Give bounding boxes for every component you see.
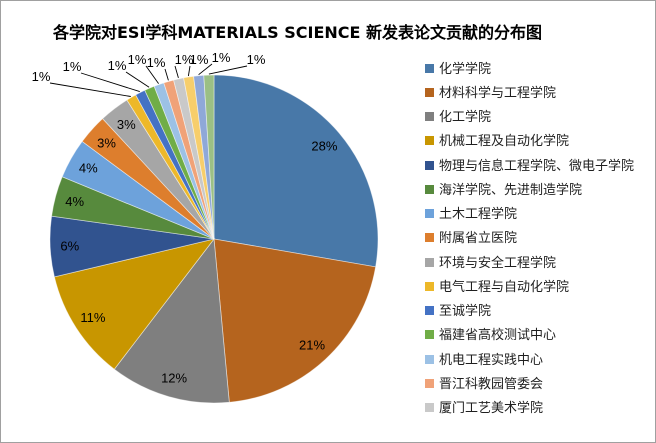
- callout-line: [198, 63, 213, 76]
- slice-percent-callout: 1%: [63, 59, 82, 74]
- legend-swatch: [425, 87, 434, 97]
- legend-swatch: [425, 136, 434, 146]
- legend-swatch: [425, 378, 434, 388]
- slice-percent-callout: 1%: [175, 52, 194, 67]
- legend-swatch: [425, 233, 434, 243]
- legend-item[interactable]: 环境与安全工程学院: [425, 250, 634, 274]
- slice-percent-callout: 1%: [247, 52, 266, 67]
- legend-item[interactable]: 至诚学院: [425, 299, 634, 323]
- slice-percent-label: 28%: [311, 139, 337, 154]
- callout-line: [174, 65, 179, 79]
- callout-line: [49, 82, 131, 97]
- callout-line: [187, 65, 191, 77]
- legend-label: 海洋学院、先进制造学院: [439, 181, 583, 197]
- pie-slice[interactable]: [113, 237, 230, 404]
- legend-label: 环境与安全工程学院: [439, 254, 557, 270]
- slice-percent-callout: 1%: [32, 69, 51, 84]
- callout-line: [208, 65, 248, 75]
- slice-percent-label: 21%: [299, 337, 325, 352]
- legend: 化学学院材料科学与工程学院 化工学院机械工程及自动化学院物理与信息工程学院、微电子…: [425, 56, 634, 420]
- pie-slice[interactable]: [213, 74, 379, 268]
- legend-label: 化工学院: [439, 109, 492, 125]
- legend-label: 电气工程与自动化学院: [439, 278, 570, 294]
- legend-swatch: [425, 160, 434, 170]
- slice-percent-callout: 1%: [190, 52, 209, 67]
- legend-item[interactable]: 土木工程学院: [425, 202, 634, 226]
- legend-label: 附属省立医院: [439, 230, 518, 246]
- legend-label: 至诚学院: [439, 303, 492, 319]
- legend-item[interactable]: 材料科学与工程学院: [425, 80, 634, 104]
- legend-swatch: [425, 209, 434, 219]
- legend-item[interactable]: 化工学院: [425, 105, 634, 129]
- callout-line: [80, 72, 140, 93]
- slice-percent-label: 3%: [97, 135, 116, 150]
- legend-item[interactable]: 机电工程实践中心: [425, 347, 634, 371]
- legend-label: 厦门工艺美术学院: [439, 400, 544, 416]
- legend-label: 材料科学与工程学院: [439, 84, 557, 100]
- legend-swatch: [425, 306, 434, 316]
- legend-swatch: [425, 112, 434, 122]
- legend-swatch: [425, 281, 434, 291]
- legend-item[interactable]: 物理与信息工程学院、微电子学院: [425, 153, 634, 177]
- legend-item[interactable]: 化学学院: [425, 56, 634, 80]
- legend-swatch: [425, 257, 434, 267]
- legend-label: 机电工程实践中心: [439, 351, 544, 367]
- slice-percent-label: 12%: [161, 370, 187, 385]
- legend-swatch: [425, 354, 434, 364]
- slice-percent-label: 3%: [117, 117, 136, 132]
- chart-title: 各学院对ESI学科MATERIALS SCIENCE 新发表论文贡献的分布图: [53, 23, 543, 42]
- slice-percent-label: 6%: [60, 238, 79, 253]
- slice-percent-label: 4%: [65, 194, 84, 209]
- legend-item[interactable]: 厦门工艺美术学院: [425, 396, 634, 420]
- callout-line: [164, 68, 169, 81]
- legend-label: 福建省高校测试中心: [439, 327, 557, 343]
- legend-swatch: [425, 184, 434, 194]
- legend-label: 化学学院: [439, 60, 492, 76]
- legend-item[interactable]: 福建省高校测试中心: [425, 323, 634, 347]
- legend-label: 物理与信息工程学院、微电子学院: [439, 157, 635, 173]
- slice-percent-callout: 1%: [128, 52, 147, 67]
- legend-swatch: [425, 63, 434, 73]
- pie-slice[interactable]: [213, 238, 377, 403]
- pie-slice[interactable]: [203, 74, 215, 240]
- slice-percent-callout: 1%: [108, 58, 127, 73]
- legend-item[interactable]: 电气工程与自动化学院: [425, 274, 634, 298]
- slice-percent-label: 11%: [80, 310, 105, 325]
- legend-label: 土木工程学院: [439, 206, 518, 222]
- legend-swatch: [425, 403, 434, 413]
- legend-item[interactable]: 附属省立医院: [425, 226, 634, 250]
- slice-percent-callout: 1%: [147, 55, 166, 70]
- legend-label: 机械工程及自动化学院: [439, 133, 570, 149]
- slice-percent-label: 4%: [79, 161, 98, 176]
- legend-swatch: [425, 330, 434, 340]
- legend-item[interactable]: 晋江科教园管委会: [425, 371, 634, 395]
- legend-item[interactable]: 海洋学院、先进制造学院: [425, 177, 634, 201]
- legend-item[interactable]: 机械工程及自动化学院: [425, 129, 634, 153]
- slice-percent-callout: 1%: [212, 50, 231, 65]
- callout-line: [125, 71, 150, 88]
- pie-slice[interactable]: [53, 238, 216, 370]
- legend-label: 晋江科教园管委会: [439, 375, 544, 391]
- callout-line: [145, 65, 159, 84]
